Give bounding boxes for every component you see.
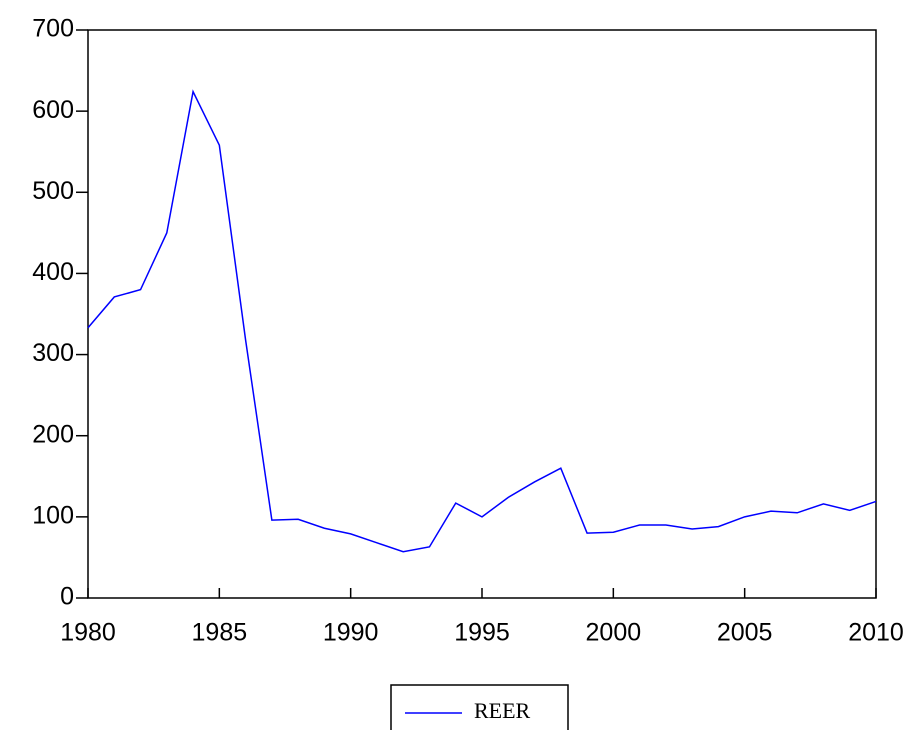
x-tick-label: 1995 [454, 619, 510, 647]
y-tick-label: 0 [60, 583, 74, 611]
x-tick-label: 1990 [323, 619, 379, 647]
y-tick-label: 300 [32, 339, 74, 367]
data-line [87, 89, 877, 553]
y-tick-label: 200 [32, 420, 74, 448]
legend-label: REER [474, 698, 531, 723]
plot-frame [87, 29, 877, 599]
x-tick-label: 2000 [586, 619, 642, 647]
x-tick-label: 1985 [192, 619, 248, 647]
y-tick-label: 600 [32, 96, 74, 124]
y-tick-label: 500 [32, 177, 74, 205]
y-tick-label: 100 [32, 501, 74, 529]
y-tick-label: 700 [32, 15, 74, 43]
y-tick-label: 400 [32, 258, 74, 286]
x-tick-label: 2005 [717, 619, 773, 647]
x-tick-label: 1980 [60, 619, 116, 647]
x-tick-label: 2010 [848, 619, 904, 647]
legend-box [390, 684, 569, 730]
